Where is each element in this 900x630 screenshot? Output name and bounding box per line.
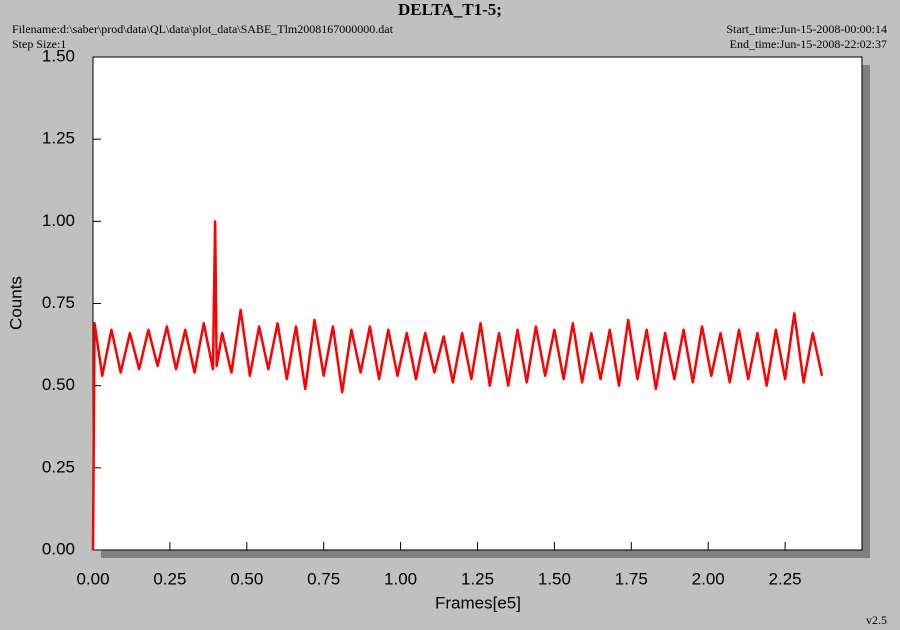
chart-title: DELTA_T1-5;	[398, 0, 502, 19]
y-tick-label: 0.25	[42, 457, 75, 476]
y-tick-label: 0.00	[42, 539, 75, 558]
step-size: Step Size:1	[12, 37, 66, 51]
x-tick-label: 1.25	[461, 569, 494, 588]
x-tick-label: 2.00	[692, 569, 725, 588]
data-line	[91, 220, 824, 551]
x-tick-label: 0.75	[307, 569, 340, 588]
x-tick-label: 0.25	[153, 569, 186, 588]
filename: Filename:d:\saber\prod\data\QL\data\plot…	[12, 22, 394, 36]
y-tick-label: 1.00	[42, 211, 75, 230]
y-tick-label: 1.50	[42, 46, 75, 65]
version: v2.5	[866, 613, 887, 627]
x-tick-label: 0.00	[76, 569, 109, 588]
y-tick-label: 0.50	[42, 375, 75, 394]
x-tick-label: 1.00	[384, 569, 417, 588]
x-tick-label: 1.50	[538, 569, 571, 588]
x-tick-label: 0.50	[230, 569, 263, 588]
y-tick-label: 1.25	[42, 129, 75, 148]
x-axis-title: Frames[e5]	[435, 593, 521, 612]
y-axis-title: Counts	[6, 276, 25, 330]
start-time: Start_time:Jun-15-2008-00:00:14	[726, 22, 887, 36]
y-tick-label: 0.75	[42, 293, 75, 312]
plot-area	[92, 56, 863, 551]
end-time: End_time:Jun-15-2008-22:02:37	[730, 37, 887, 51]
x-tick-label: 1.75	[615, 569, 648, 588]
x-tick-label: 2.25	[769, 569, 802, 588]
